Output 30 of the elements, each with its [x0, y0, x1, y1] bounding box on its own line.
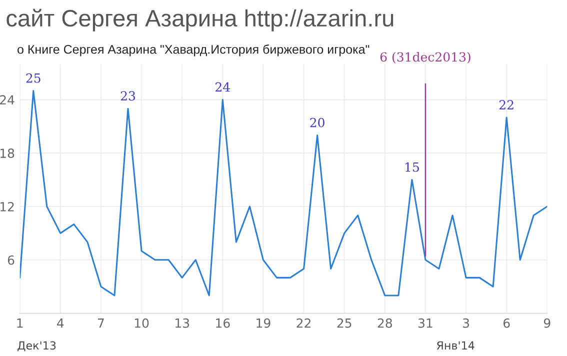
y-tick-label: 6	[8, 255, 14, 265]
data-label: 24	[216, 82, 230, 92]
text: Янв'14	[436, 341, 474, 350]
x-tick-label: 22	[296, 318, 310, 328]
line-series	[20, 90, 548, 296]
y-tick-label: 18	[0, 148, 14, 158]
x-tick-label: 10	[134, 318, 149, 328]
x-tick-label: 3	[463, 318, 470, 328]
x-tick-label: 25	[337, 318, 352, 328]
x-tick-label: 9	[544, 318, 550, 328]
data-label: 15	[406, 162, 419, 172]
chart-title: сайт Сергея Азарина http://azarin.ru	[6, 8, 394, 32]
x-tick-label: 4	[57, 318, 64, 328]
x-tick-label: 28	[378, 318, 392, 328]
x-tick-label: 13	[176, 318, 190, 328]
data-label: 20	[310, 118, 324, 128]
y-tick-label: 24	[0, 95, 14, 104]
text: Дек'13	[18, 341, 56, 352]
y-tick-label: 12	[0, 202, 14, 212]
x-tick-label: 7	[98, 318, 104, 328]
data-label: 23	[120, 91, 136, 101]
x-tick-label: 16	[216, 318, 230, 328]
data-label: 25	[26, 73, 40, 83]
data-label: 22	[499, 100, 514, 110]
x-tick-label: 31	[418, 318, 432, 328]
x-tick-label: 1	[17, 318, 23, 328]
x-tick-label: 6	[503, 318, 510, 328]
chart-subtitle: о Книге Сергея Азарина "Хавард.История биржевого игрока"	[18, 44, 370, 56]
ref-line-label: 6 (31dec2013)	[380, 52, 470, 64]
x-tick-label: 19	[256, 318, 270, 328]
